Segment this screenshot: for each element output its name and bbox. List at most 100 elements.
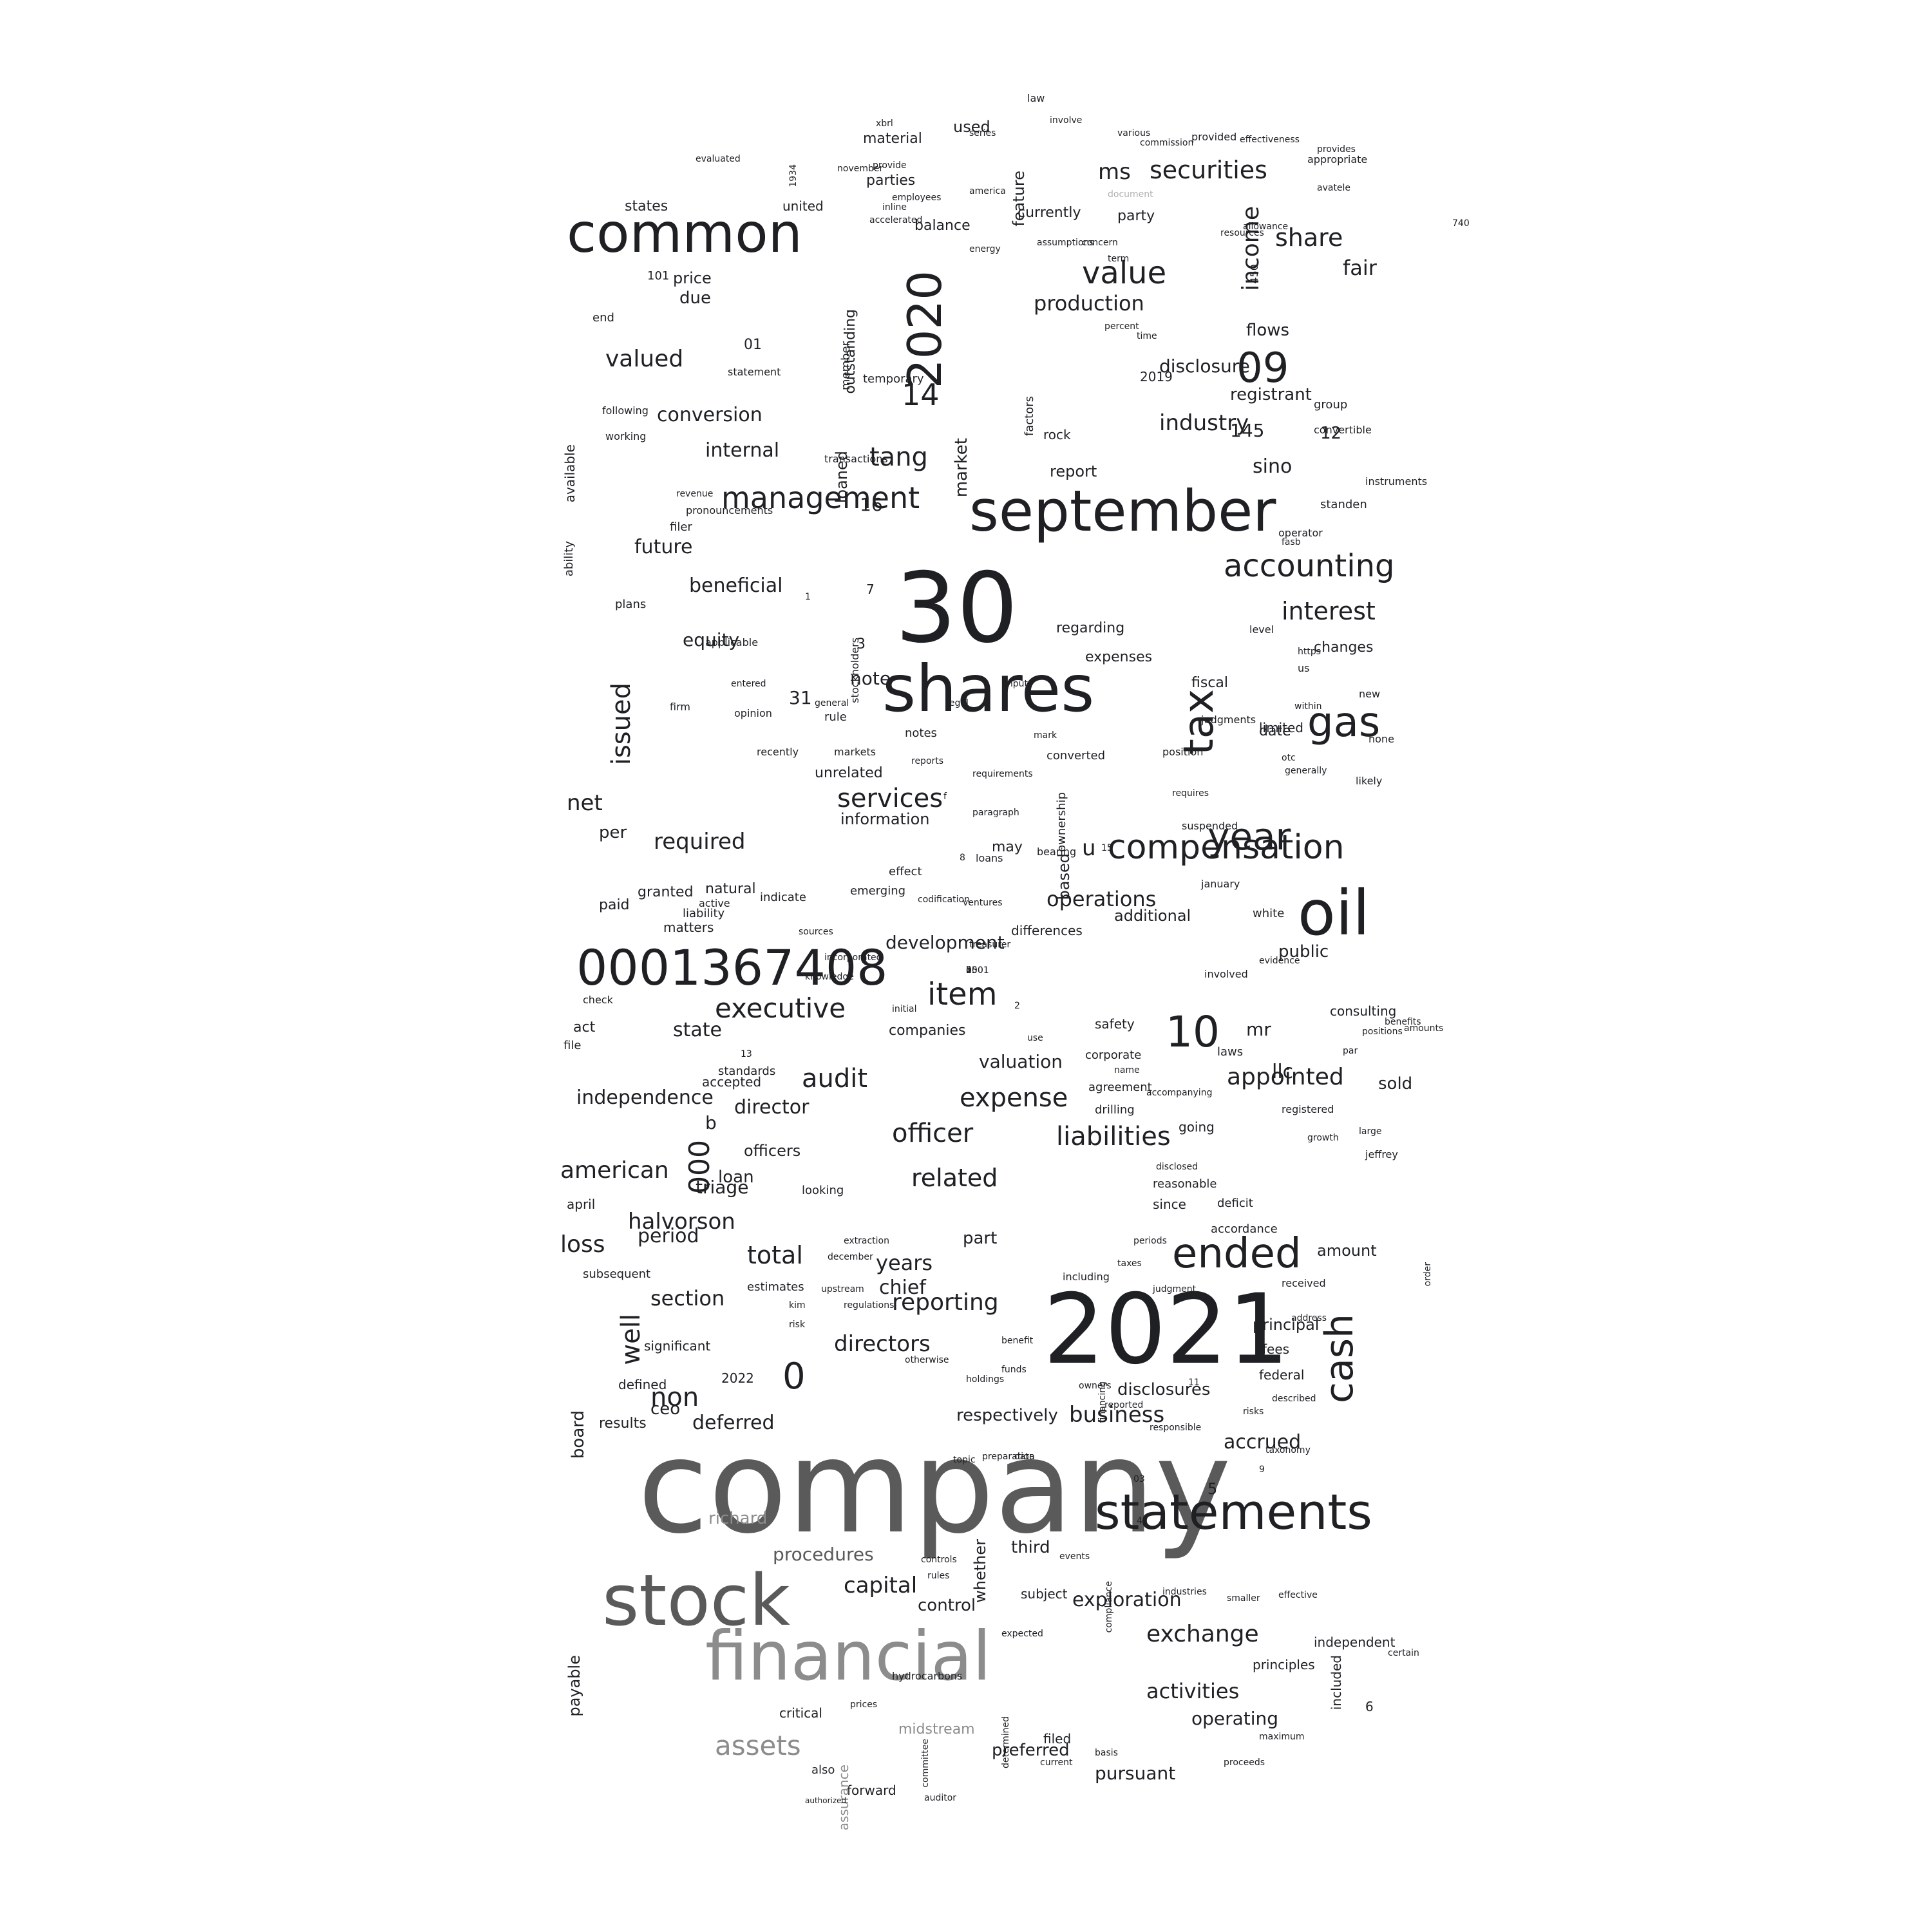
- word-162: going: [1179, 1119, 1215, 1135]
- word-126: paid: [599, 897, 630, 913]
- word-220: within: [1294, 701, 1322, 712]
- word-114: 2019: [1140, 369, 1173, 384]
- word-355: 13: [741, 1049, 752, 1059]
- word-78: appointed: [1227, 1064, 1344, 1090]
- word-317: allowance: [1243, 222, 1289, 232]
- word-262: expected: [1001, 1629, 1043, 1639]
- word-308: xbrl: [876, 118, 893, 129]
- word-344: f: [943, 791, 947, 802]
- word-172: looking: [802, 1184, 844, 1197]
- word-63: accrued: [1224, 1431, 1302, 1454]
- word-345: 8: [960, 853, 965, 863]
- word-227: requires: [1172, 788, 1209, 799]
- word-147: subject: [1021, 1586, 1068, 1602]
- word-91: internal: [705, 439, 780, 462]
- word-250: controls: [921, 1555, 957, 1565]
- word-342: 3: [857, 636, 866, 652]
- word-34: assets: [715, 1730, 801, 1761]
- word-56: development: [886, 932, 1005, 953]
- word-13: accounting: [1224, 548, 1395, 584]
- word-75: director: [734, 1096, 810, 1119]
- word-360: 35: [966, 965, 978, 976]
- word-176: check: [583, 994, 613, 1006]
- word-67: preferred: [992, 1741, 1070, 1760]
- word-14: ended: [1172, 1230, 1302, 1278]
- word-84: public: [1278, 942, 1329, 961]
- word-98: price: [673, 269, 712, 287]
- word-237: disclosed: [1156, 1162, 1198, 1172]
- word-256: effective: [1278, 1590, 1318, 1600]
- word-337: 12: [1320, 424, 1342, 443]
- word-289: otherwise: [905, 1355, 949, 1365]
- word-223: otc: [1282, 753, 1296, 763]
- word-260: current: [1040, 1757, 1073, 1768]
- word-116: fiscal: [1191, 675, 1229, 691]
- word-72: valuation: [979, 1051, 1063, 1072]
- word-266: determined: [1001, 1716, 1011, 1769]
- word-81: mr: [1246, 1019, 1271, 1040]
- word-5: stock: [602, 1559, 790, 1642]
- word-170: subsequent: [583, 1267, 651, 1281]
- word-241: judgment: [1153, 1284, 1197, 1294]
- word-213: convertible: [1314, 424, 1372, 436]
- word-96: ms: [1098, 159, 1131, 185]
- word-33: issued: [607, 683, 636, 766]
- word-324: requirements: [972, 769, 1033, 779]
- word-270: jeffrey: [1365, 1148, 1398, 1160]
- word-138: federal: [1259, 1367, 1305, 1383]
- word-312: appropriate: [1307, 153, 1368, 166]
- word-52: 0: [782, 1356, 806, 1397]
- word-73: companies: [889, 1023, 966, 1039]
- word-177: liability: [683, 907, 725, 920]
- word-69: richard: [708, 1509, 768, 1528]
- word-137: fees: [1262, 1341, 1290, 1357]
- word-239: taxes: [1117, 1258, 1142, 1269]
- word-151: payable: [565, 1655, 583, 1717]
- word-255: smaller: [1227, 1593, 1260, 1604]
- word-23: 10: [1166, 1007, 1220, 1057]
- word-171: estimates: [747, 1280, 804, 1294]
- word-352: 4: [1137, 1516, 1142, 1526]
- word-254: industries: [1162, 1587, 1207, 1597]
- word-85: registrant: [1230, 385, 1312, 404]
- word-25: interest: [1282, 597, 1376, 625]
- word-183: bearing: [1037, 846, 1077, 858]
- word-83: act: [573, 1019, 596, 1036]
- word-331: provide: [873, 160, 907, 171]
- word-206: member: [839, 341, 853, 391]
- word-125: natural: [705, 881, 756, 897]
- word-10: statements: [1095, 1483, 1372, 1540]
- word-278: codification: [918, 895, 970, 905]
- word-95: note: [850, 668, 891, 689]
- word-9: oil: [1298, 877, 1370, 949]
- word-51: well: [616, 1314, 646, 1365]
- word-303: inline: [882, 202, 907, 213]
- word-64: operating: [1191, 1708, 1279, 1729]
- word-21: value: [1082, 255, 1167, 291]
- word-215: fasb: [1282, 537, 1301, 547]
- word-159: since: [1153, 1197, 1186, 1212]
- word-299: assumptions: [1037, 238, 1094, 248]
- word-335: 101: [647, 269, 670, 283]
- word-319: 1934: [788, 164, 799, 187]
- word-28: officer: [892, 1119, 974, 1148]
- word-36: activities: [1146, 1679, 1240, 1703]
- word-93: beneficial: [689, 574, 783, 597]
- word-153: forward: [847, 1783, 896, 1798]
- word-253: compliance: [1104, 1581, 1114, 1633]
- word-122: information: [840, 810, 930, 828]
- word-149: included: [1329, 1655, 1344, 1710]
- word-309: commission: [1140, 138, 1194, 148]
- word-261: basis: [1095, 1748, 1118, 1758]
- word-38: capital: [844, 1573, 918, 1598]
- word-307: involve: [1050, 115, 1083, 126]
- word-224: generally: [1285, 766, 1327, 776]
- word-350: 5: [1208, 1480, 1218, 1498]
- word-315: time: [1137, 331, 1157, 341]
- word-168: laws: [1217, 1045, 1244, 1059]
- word-128: may: [992, 839, 1023, 855]
- word-180: emerging: [850, 884, 906, 898]
- word-186: notes: [905, 726, 937, 740]
- word-62: deferred: [692, 1412, 775, 1434]
- word-143: defined: [618, 1377, 667, 1392]
